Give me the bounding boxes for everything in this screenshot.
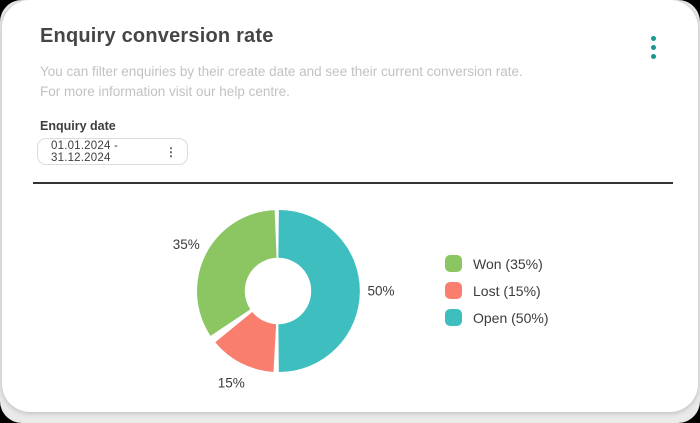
widget-description: You can filter enquiries by their create… [40,62,523,102]
section-divider [33,182,673,184]
chart-legend: Won (35%) Lost (15%) Open (50%) [445,250,548,331]
description-line-1: You can filter enquiries by their create… [40,64,523,79]
enquiry-date-label: Enquiry date [40,119,116,133]
date-range-input[interactable]: 01.01.2024 - 31.12.2024 ⋮ [37,138,188,165]
date-range-value: 01.01.2024 - 31.12.2024 [51,139,118,164]
enquiry-conversion-card: Enquiry conversion rate You can filter e… [2,0,698,412]
legend-swatch-won [445,255,462,272]
donut-chart: 50% 15% 35% [173,210,395,390]
widget-menu-button[interactable] [642,30,664,64]
donut-hole [244,257,312,325]
legend-label: Won (35%) [473,255,543,272]
legend-label: Lost (15%) [473,282,541,299]
slice-label-won: 35% [173,237,200,252]
date-range-options-icon: ⋮ [165,144,177,159]
legend-label: Open (50%) [473,309,549,326]
description-line-2: For more information visit our help cent… [40,84,290,99]
legend-item-won: Won (35%) [445,250,548,277]
slice-label-lost: 15% [218,375,245,390]
slice-label-open: 50% [367,284,394,299]
donut-slice-open [278,210,360,372]
legend-item-lost: Lost (15%) [445,277,548,304]
legend-swatch-open [445,309,462,326]
page-title: Enquiry conversion rate [40,25,274,47]
kebab-menu-icon [650,35,656,59]
legend-item-open: Open (50%) [445,304,548,331]
legend-swatch-lost [445,282,462,299]
